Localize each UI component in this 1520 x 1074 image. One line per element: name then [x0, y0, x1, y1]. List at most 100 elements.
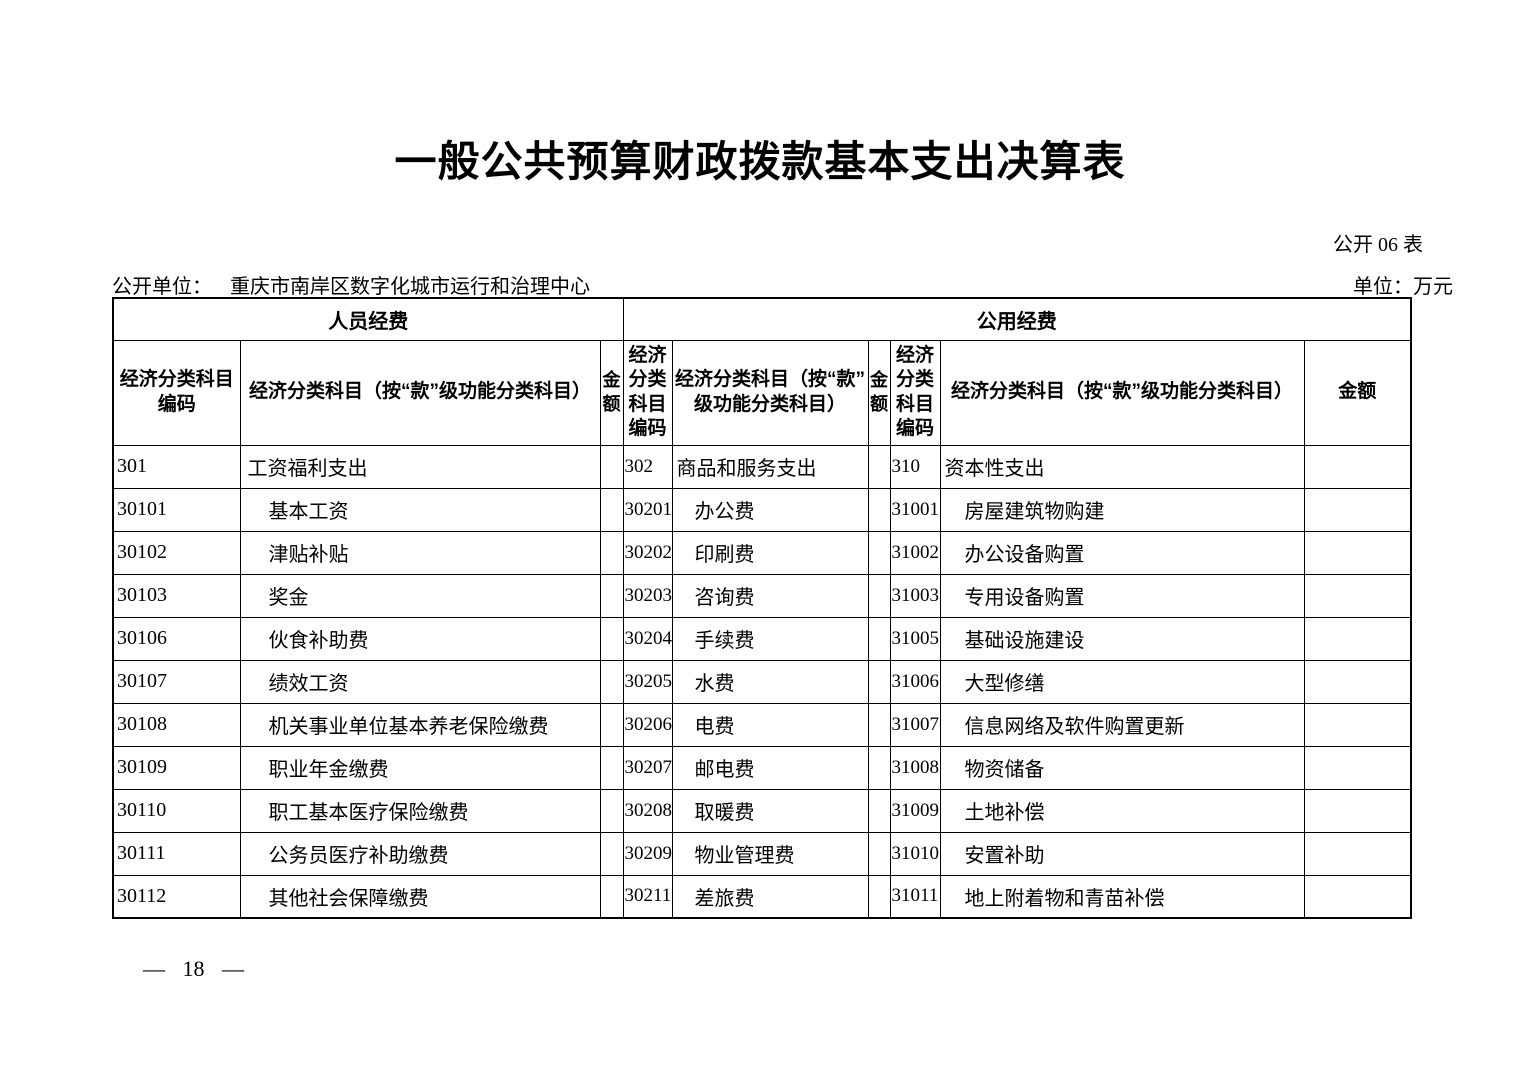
code-cell: 31010: [889, 831, 941, 876]
group-header-public: 公用经费: [622, 297, 1412, 341]
code-cell: 30109: [112, 745, 241, 790]
amount-cell: [867, 444, 891, 489]
code-cell: 31002: [889, 530, 941, 575]
subject-cell: 公务员医疗补助缴费: [239, 831, 601, 876]
subject-cell: 手续费: [671, 616, 869, 661]
code-cell: 31005: [889, 616, 941, 661]
code-cell: 30102: [112, 530, 241, 575]
subject-cell: 咨询费: [671, 573, 869, 618]
table-row: 30108 机关事业单位基本养老保险缴费 30206 电费 31007 信息网络…: [112, 702, 1412, 747]
code-cell: 30201: [622, 487, 673, 532]
page-number: — 18 —: [143, 956, 244, 981]
subject-cell: 奖金: [239, 573, 601, 618]
subject-cell: 商品和服务支出: [671, 444, 869, 489]
publisher-label: 公开单位：: [112, 276, 212, 298]
amount-cell: [867, 530, 891, 575]
amount-cell: [599, 874, 624, 919]
table-row: 30101 基本工资 30201 办公费 31001 房屋建筑物购建: [112, 487, 1412, 532]
code-cell: 30205: [622, 659, 673, 704]
col-header-code-2: 经济 分类 科目 编码: [622, 339, 673, 446]
amount-cell: [1303, 788, 1412, 833]
subject-cell: 职业年金缴费: [239, 745, 601, 790]
subject-cell: 专用设备购置: [939, 573, 1305, 618]
amount-cell: [867, 874, 891, 919]
code-cell: 31007: [889, 702, 941, 747]
code-cell: 31011: [889, 874, 941, 919]
subject-cell: 物业管理费: [671, 831, 869, 876]
subject-cell: 信息网络及软件购置更新: [939, 702, 1305, 747]
subject-cell: 基础设施建设: [939, 616, 1305, 661]
amount-cell: [599, 573, 624, 618]
amount-cell: [599, 616, 624, 661]
amount-cell: [1303, 874, 1412, 919]
code-cell: 30103: [112, 573, 241, 618]
subject-cell: 绩效工资: [239, 659, 601, 704]
amount-cell: [867, 573, 891, 618]
code-cell: 31009: [889, 788, 941, 833]
code-cell: 30208: [622, 788, 673, 833]
code-cell: 31008: [889, 745, 941, 790]
amount-cell: [867, 487, 891, 532]
code-cell: 302: [622, 444, 673, 489]
amount-cell: [867, 788, 891, 833]
subject-cell: 土地补偿: [939, 788, 1305, 833]
amount-cell: [1303, 444, 1412, 489]
amount-cell: [599, 831, 624, 876]
table-row: 30103 奖金 30203 咨询费 31003 专用设备购置: [112, 573, 1412, 618]
col-header-amount-2: 金 额: [867, 339, 891, 446]
col-header-subject-1: 经济分类科目（按“款”级功能分类科目）: [239, 339, 601, 446]
amount-cell: [599, 702, 624, 747]
code-cell: 30107: [112, 659, 241, 704]
amount-cell: [599, 788, 624, 833]
amount-cell: [867, 831, 891, 876]
amount-cell: [867, 659, 891, 704]
amount-cell: [1303, 831, 1412, 876]
group-header-personnel: 人员经费: [112, 297, 624, 341]
amount-cell: [867, 702, 891, 747]
subject-cell: 办公费: [671, 487, 869, 532]
amount-cell: [599, 444, 624, 489]
amount-cell: [599, 487, 624, 532]
code-cell: 31006: [889, 659, 941, 704]
subject-cell: 印刷费: [671, 530, 869, 575]
code-cell: 30111: [112, 831, 241, 876]
amount-cell: [1303, 487, 1412, 532]
group-header-row: 人员经费 公用经费: [112, 297, 1412, 341]
amount-cell: [599, 530, 624, 575]
amount-cell: [867, 616, 891, 661]
code-cell: 30112: [112, 874, 241, 919]
subject-cell: 地上附着物和青苗补偿: [939, 874, 1305, 919]
code-cell: 30209: [622, 831, 673, 876]
subject-cell: 差旅费: [671, 874, 869, 919]
amount-cell: [1303, 530, 1412, 575]
code-cell: 30110: [112, 788, 241, 833]
subject-cell: 办公设备购置: [939, 530, 1305, 575]
amount-cell: [1303, 573, 1412, 618]
code-cell: 30211: [622, 874, 673, 919]
subject-cell: 房屋建筑物购建: [939, 487, 1305, 532]
subject-cell: 物资储备: [939, 745, 1305, 790]
code-cell: 310: [889, 444, 941, 489]
subject-cell: 机关事业单位基本养老保险缴费: [239, 702, 601, 747]
table-row: 301 工资福利支出 302 商品和服务支出 310 资本性支出: [112, 444, 1412, 489]
publisher-line: 公开单位： 重庆市南岸区数字化城市运行和治理中心: [112, 270, 590, 299]
table-row: 30107 绩效工资 30205 水费 31006 大型修缮: [112, 659, 1412, 704]
code-cell: 30108: [112, 702, 241, 747]
table-row: 30102 津贴补贴 30202 印刷费 31002 办公设备购置: [112, 530, 1412, 575]
sheet-label: 公开 06 表: [1333, 234, 1423, 256]
col-header-code-3: 经济 分类 科目 编码: [889, 339, 941, 446]
subject-cell: 邮电费: [671, 745, 869, 790]
table-row: 30109 职业年金缴费 30207 邮电费 31008 物资储备: [112, 745, 1412, 790]
subject-cell: 其他社会保障缴费: [239, 874, 601, 919]
unit-note: 单位：万元: [1353, 276, 1453, 298]
subject-cell: 大型修缮: [939, 659, 1305, 704]
subject-cell: 工资福利支出: [239, 444, 601, 489]
subject-cell: 资本性支出: [939, 444, 1305, 489]
subject-cell: 取暖费: [671, 788, 869, 833]
code-cell: 30203: [622, 573, 673, 618]
subject-cell: 职工基本医疗保险缴费: [239, 788, 601, 833]
code-cell: 30106: [112, 616, 241, 661]
amount-cell: [599, 659, 624, 704]
column-header-row: 经济分类科目 编码 经济分类科目（按“款”级功能分类科目） 金 额 经济 分类 …: [112, 339, 1412, 446]
table-row: 30106 伙食补助费 30204 手续费 31005 基础设施建设: [112, 616, 1412, 661]
